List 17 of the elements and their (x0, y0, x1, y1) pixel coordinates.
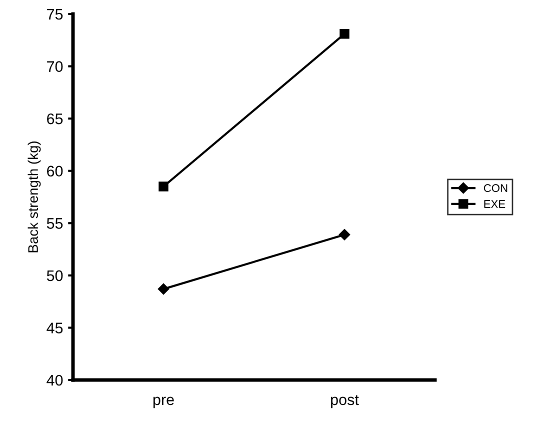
y-tick-label: 40 (46, 374, 63, 386)
point (158, 182, 168, 192)
point (340, 29, 350, 39)
y-tick-label: 50 (46, 270, 63, 282)
y-tick-label: 60 (47, 166, 63, 177)
point (338, 229, 350, 240)
legend-label: EXE (484, 200, 506, 208)
x-tick-label: post (331, 395, 359, 408)
y-tick-label: 45 (46, 322, 63, 334)
point (158, 283, 170, 295)
y-tick-label: 70 (47, 61, 63, 72)
x-tick-label: pre (153, 396, 174, 408)
y-tick-label: 55 (46, 218, 63, 229)
legend-label: CON (484, 184, 508, 192)
y-axis-title: Back strength (kg) (28, 142, 41, 252)
y-tick-label: 75 (47, 9, 63, 20)
y-tick-label: 65 (47, 113, 63, 124)
